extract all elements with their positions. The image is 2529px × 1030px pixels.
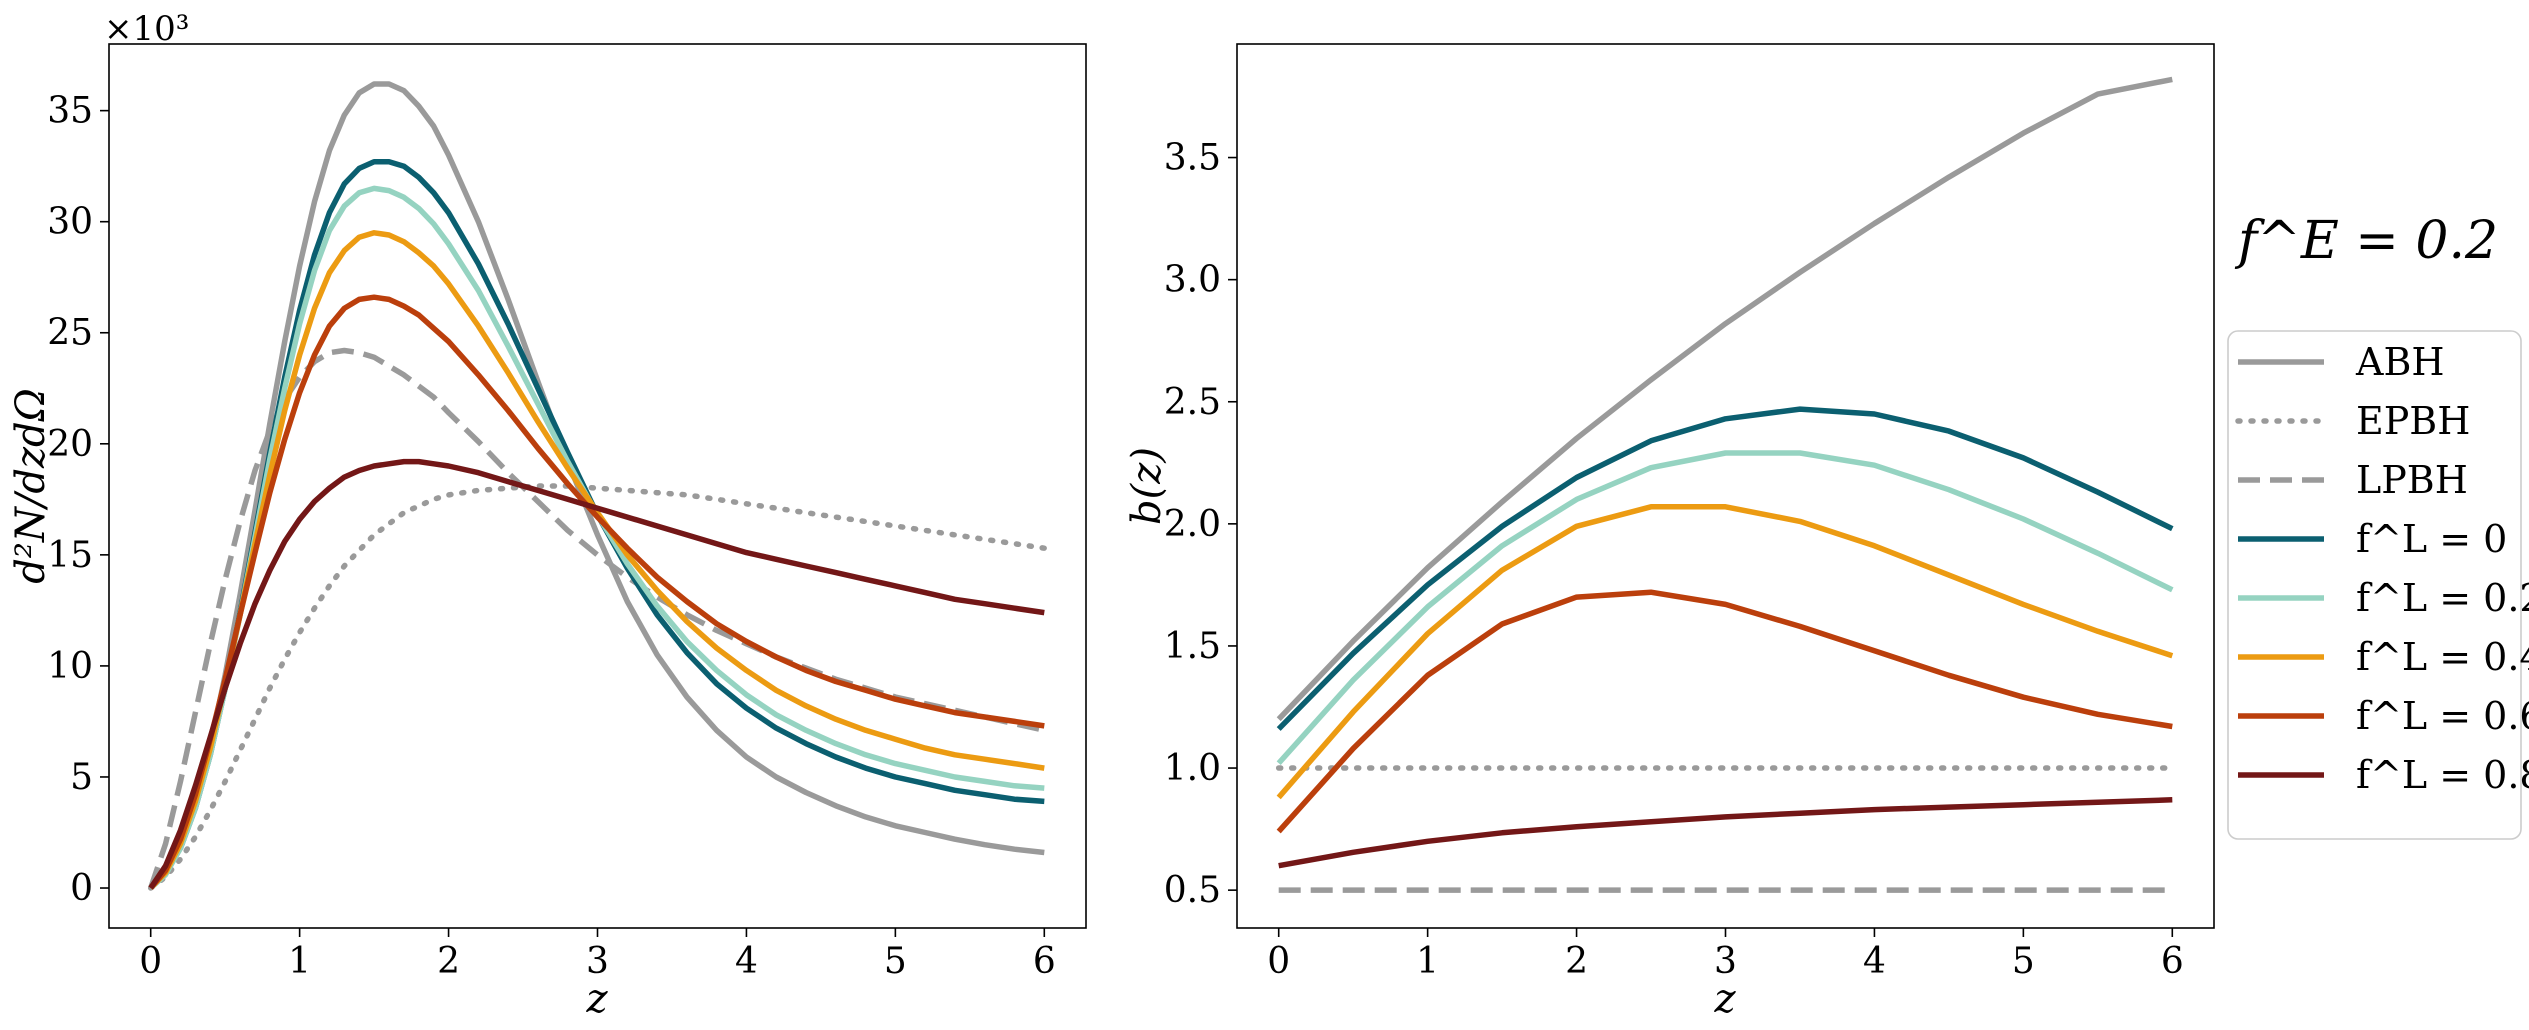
right-series-f-l-0-8 bbox=[1278, 797, 2173, 869]
right-series-f-l-0-4 bbox=[1276, 504, 2174, 800]
left-y-tick-label: 25 bbox=[47, 313, 93, 354]
right-x-tick-label: 1 bbox=[1416, 941, 1439, 982]
left-series-abh bbox=[148, 81, 1045, 890]
right-series-f-l-0 bbox=[1276, 406, 2174, 731]
legend-label-f-l-0-6: f^L = 0.6 bbox=[2356, 694, 2529, 738]
left-series-f-l-0-6 bbox=[148, 294, 1045, 890]
left-series-group bbox=[147, 81, 1048, 891]
left-x-tick-label: 0 bbox=[139, 941, 162, 982]
legend-label-abh: ABH bbox=[2355, 340, 2445, 384]
legend-label-f-l-0: f^L = 0 bbox=[2356, 517, 2507, 561]
left-y-tick-label: 35 bbox=[47, 91, 93, 132]
left-series-f-l-0 bbox=[148, 158, 1045, 890]
right-x-tick-label: 3 bbox=[1714, 941, 1737, 982]
plot-frame-right bbox=[1236, 43, 2215, 929]
left-series-epbh bbox=[147, 483, 1048, 891]
left-y-tick-label: 5 bbox=[70, 757, 93, 798]
left-y-axis-label: d²N/dzdΩ bbox=[8, 388, 54, 584]
right-x-tick-label: 6 bbox=[2161, 941, 2184, 982]
left-x-tick-label: 1 bbox=[288, 941, 311, 982]
right-y-tick-label: 2.0 bbox=[1164, 504, 1221, 545]
legend-label-f-l-0-2: f^L = 0.2 bbox=[2356, 576, 2529, 620]
legend-label-f-l-0-4: f^L = 0.4 bbox=[2356, 635, 2529, 679]
left-x-tick-label: 4 bbox=[735, 941, 758, 982]
left-y-multiplier: ×10³ bbox=[104, 9, 189, 49]
left-y-tick-label: 20 bbox=[47, 424, 93, 465]
left-x-axis-label: z bbox=[585, 976, 608, 1022]
legend-label-lpbh: LPBH bbox=[2356, 458, 2468, 502]
right-y-tick-label: 2.5 bbox=[1164, 382, 1221, 423]
legend-items: ABH EPBH LPBH f^L = 0 f^L = 0.2 f^L = 0.4 f^L … bbox=[2235, 340, 2529, 797]
left-axes: 0 1 2 3 4 5 6 0 5 10 15 20 25 30 35 bbox=[47, 91, 1056, 982]
legend-label-epbh: EPBH bbox=[2356, 399, 2470, 443]
right-series-f-l-0-2 bbox=[1276, 450, 2174, 766]
right-y-tick-label: 1.0 bbox=[1164, 748, 1221, 789]
right-series-abh bbox=[1276, 76, 2173, 722]
right-series-group bbox=[1275, 76, 2176, 893]
left-y-tick-label: 30 bbox=[47, 202, 93, 243]
left-y-tick-label: 0 bbox=[70, 868, 93, 909]
left-y-tick-label: 10 bbox=[47, 646, 93, 687]
right-y-tick-label: 1.5 bbox=[1164, 626, 1221, 667]
left-x-tick-label: 2 bbox=[437, 941, 460, 982]
chart-right-bias: 0 1 2 3 4 5 6 0.5 1.0 1.5 2.0 2.5 3.0 3.5 z b(z) bbox=[1124, 43, 2215, 1022]
right-series-f-l-0-6 bbox=[1276, 589, 2173, 834]
right-y-tick-label: 0.5 bbox=[1164, 870, 1221, 911]
right-y-axis-label: b(z) bbox=[1124, 447, 1170, 525]
chart-left-density: 0 1 2 3 4 5 6 0 5 10 15 20 25 30 35 ×10³ z d²N/dzdΩ bbox=[8, 9, 1087, 1022]
left-x-tick-label: 3 bbox=[586, 941, 609, 982]
fE-annotation: f^E = 0.2 bbox=[2234, 211, 2498, 271]
right-y-tick-label: 3.0 bbox=[1164, 260, 1221, 301]
right-x-axis-label: z bbox=[1713, 976, 1736, 1022]
legend-label-f-l-0-8: f^L = 0.8 bbox=[2356, 753, 2529, 797]
right-axes: 0 1 2 3 4 5 6 0.5 1.0 1.5 2.0 2.5 3.0 3.5 bbox=[1164, 138, 2184, 982]
legend-box bbox=[2227, 330, 2522, 840]
right-x-tick-label: 5 bbox=[2012, 941, 2035, 982]
legend: ABH EPBH LPBH f^L = 0 f^L = 0.2 f^L = 0.4 f^L … bbox=[2227, 330, 2529, 840]
left-x-tick-label: 5 bbox=[884, 941, 907, 982]
right-x-tick-label: 2 bbox=[1565, 941, 1588, 982]
left-series-f-l-0-8 bbox=[148, 458, 1045, 890]
left-y-tick-label: 15 bbox=[47, 535, 93, 576]
left-x-tick-label: 6 bbox=[1033, 941, 1056, 982]
plot-frame-left bbox=[108, 43, 1087, 929]
right-y-tick-label: 3.5 bbox=[1164, 138, 1221, 179]
right-x-tick-label: 0 bbox=[1267, 941, 1290, 982]
right-x-tick-label: 4 bbox=[1863, 941, 1886, 982]
